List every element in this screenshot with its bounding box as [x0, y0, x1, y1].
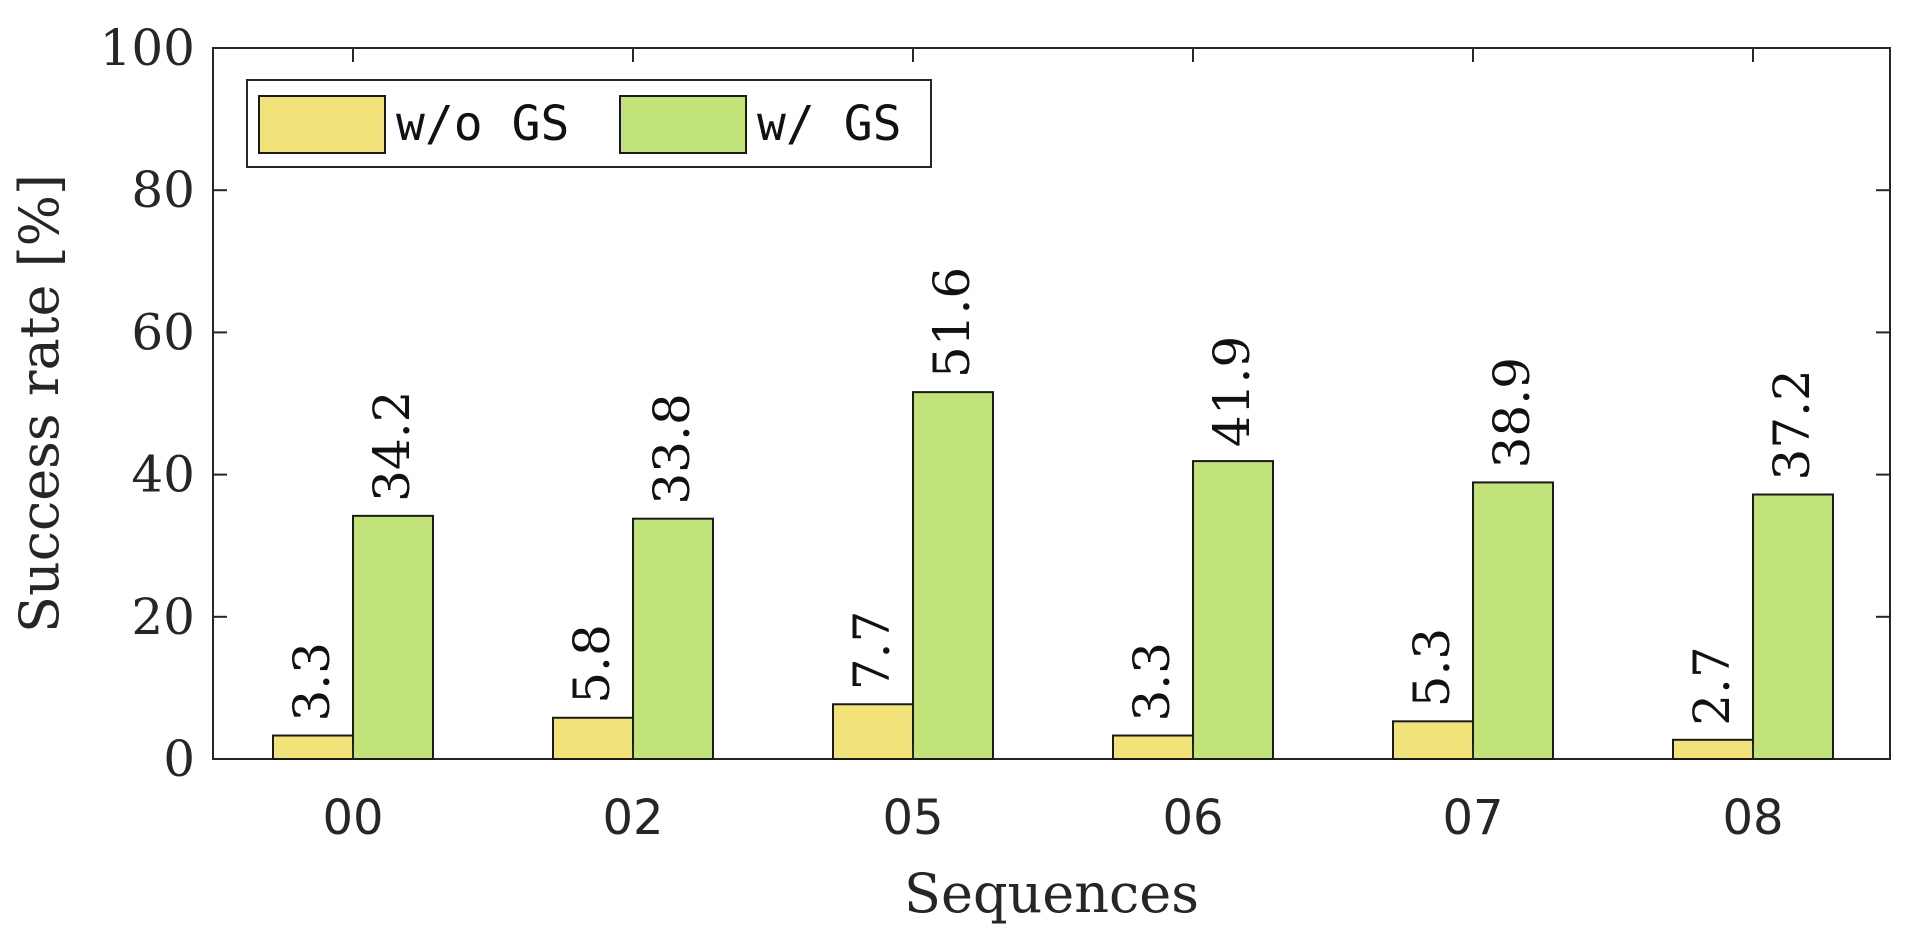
data-label-with-gs-06: 41.9 [1203, 336, 1261, 447]
data-label-without-gs-06: 3.3 [1123, 642, 1181, 722]
x-axis-title: Sequences [904, 862, 1199, 925]
y-tick-label: 80 [131, 161, 195, 219]
bar-without-gs-08 [1672, 738, 1754, 760]
bar-without-gs-02 [552, 716, 634, 761]
bar-with-gs-07 [1472, 481, 1554, 760]
data-label-without-gs-07: 5.3 [1403, 628, 1461, 708]
x-tick-label: 05 [882, 790, 943, 846]
y-tick-labels: 0 20 40 60 80 100 [100, 19, 195, 788]
x-tick-label: 02 [602, 790, 663, 846]
legend-label-without-gs: w/o GS [396, 96, 569, 152]
axis-ticks [213, 47, 1890, 760]
legend-swatch-without-gs [258, 95, 386, 154]
data-label-with-gs-02: 33.8 [643, 393, 701, 504]
data-label-with-gs-08: 37.2 [1763, 369, 1821, 480]
x-tick-label: 00 [322, 790, 383, 846]
legend-label-with-gs: w/ GS [757, 96, 902, 152]
data-label-without-gs-02: 5.8 [563, 624, 621, 704]
bar-with-gs-08 [1752, 493, 1834, 760]
data-label-without-gs-08: 2.7 [1683, 646, 1741, 726]
data-label-with-gs-05: 51.6 [923, 267, 981, 378]
x-tick-label: 07 [1442, 790, 1503, 846]
y-tick-label: 60 [131, 303, 195, 361]
y-tick-label: 0 [163, 730, 195, 788]
bar-group [272, 391, 1834, 761]
x-tick-label: 08 [1722, 790, 1783, 846]
data-label-with-gs-00: 34.2 [363, 391, 421, 502]
legend-swatch-with-gs [619, 95, 747, 154]
bar-with-gs-06 [1192, 460, 1274, 760]
bar-with-gs-02 [632, 517, 714, 760]
bar-with-gs-00 [352, 514, 434, 761]
bar-without-gs-07 [1392, 720, 1474, 761]
data-label-without-gs-00: 3.3 [283, 642, 341, 722]
bar-without-gs-05 [832, 703, 914, 760]
data-labels: 3.3 34.2 5.8 33.8 7.7 51.6 3.3 41.9 5.3 38.9 2.7 37… [283, 267, 1821, 726]
x-tick-label: 06 [1162, 790, 1223, 846]
bar-with-gs-05 [912, 391, 994, 760]
y-axis-title: Success rate [%] [8, 174, 71, 633]
x-tick-labels: 00 02 05 06 07 08 [322, 790, 1783, 846]
bar-without-gs-06 [1112, 734, 1194, 760]
data-label-with-gs-07: 38.9 [1483, 357, 1541, 468]
y-tick-label: 20 [131, 588, 195, 646]
legend: w/o GS w/ GS [246, 79, 932, 168]
y-tick-label: 100 [100, 19, 195, 77]
data-label-without-gs-05: 7.7 [843, 611, 901, 691]
y-tick-label: 40 [131, 446, 195, 504]
bar-without-gs-00 [272, 734, 354, 760]
